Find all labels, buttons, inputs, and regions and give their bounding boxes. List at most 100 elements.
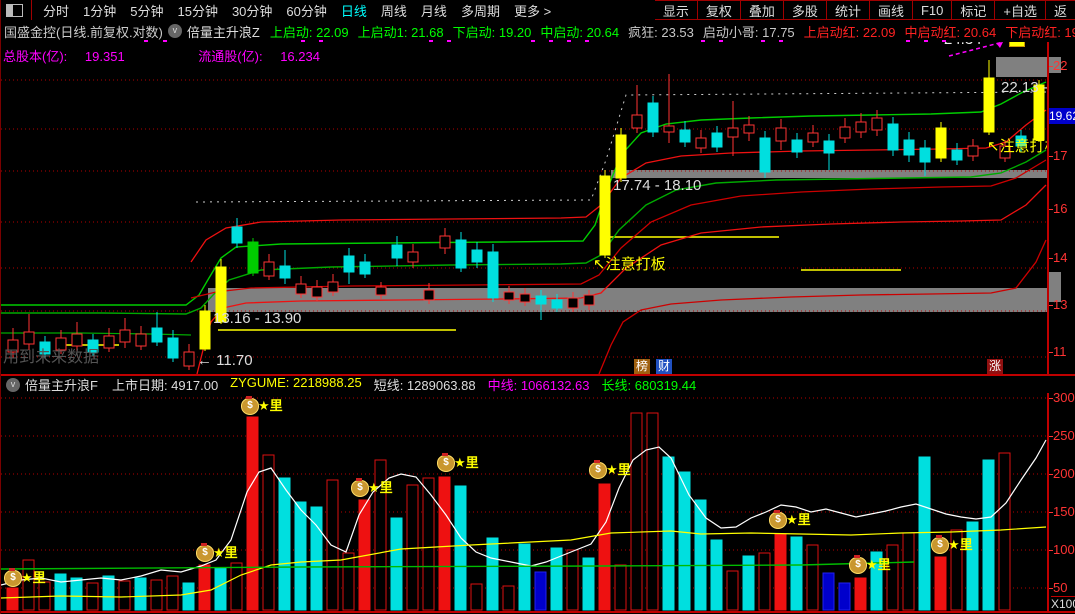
candlestick — [951, 149, 963, 161]
resistance-band — [996, 57, 1047, 77]
toolbar-button-统计[interactable]: 统计 — [825, 0, 870, 20]
money-bag-icon: $ — [769, 510, 787, 529]
candlestick — [423, 289, 435, 301]
toolbar-button-复权[interactable]: 复权 — [696, 0, 741, 20]
candlestick — [583, 294, 595, 306]
toolbar-button-+自选[interactable]: +自选 — [994, 0, 1046, 20]
volume-bar — [998, 452, 1011, 611]
channel-lower — [196, 184, 1047, 374]
main-candlestick-chart[interactable]: 24.34 22.13 - 2 17.74 - 18.10 13.16 - 13.90… — [1, 42, 1047, 374]
layout-pane-icon[interactable] — [6, 3, 23, 17]
candlestick — [215, 266, 227, 323]
volume-bar — [406, 484, 419, 611]
candlestick — [407, 251, 419, 263]
chart-annotation: 13.16 - 13.90 — [213, 310, 302, 327]
buy-signal-label: ★里 — [786, 512, 811, 527]
volume-axis-label: 100 — [1053, 542, 1075, 557]
money-bag-icon: $ — [196, 543, 214, 562]
candlestick — [23, 331, 35, 345]
menu-item-分时[interactable]: 分时 — [43, 3, 70, 19]
volume-axis-label: 300 — [1053, 393, 1075, 405]
volume-bar — [22, 559, 35, 611]
buy-signal-label: ★里 — [213, 545, 238, 560]
axis-tick — [1049, 258, 1053, 259]
candlestick — [679, 129, 691, 143]
candlestick — [967, 145, 979, 157]
candlestick — [759, 137, 771, 173]
indicator-info-bar: 国盛金控(日线.前复权.对数) v 倍量主升浪Z 上启动: 22.09 上启动1:… — [1, 20, 1075, 42]
marker-arrow — [948, 42, 1004, 57]
volume-bar — [630, 412, 643, 611]
sub-indicator-header: v 倍量主升浪F 上市日期: 4917.00 ZYGUME: 2218988.25… — [1, 376, 1075, 393]
menu-item-5分钟[interactable]: 5分钟 — [130, 3, 164, 19]
candlestick — [487, 251, 499, 299]
menu-item-月线[interactable]: 月线 — [420, 3, 447, 19]
volume-axis-label: 50 — [1053, 580, 1068, 595]
toolbar-button-叠加[interactable]: 叠加 — [739, 0, 784, 20]
buy-signal-label: ★里 — [606, 462, 631, 477]
price-axis-label: 17 — [1053, 148, 1068, 163]
candlestick — [647, 102, 659, 133]
toolbar-button-F10[interactable]: F10 — [911, 0, 953, 20]
money-bag-icon: $ — [4, 568, 22, 587]
share-capital-row: 总股本(亿): 19.351 流通股(亿): 16.234 — [3, 46, 320, 65]
volume-bar — [70, 577, 83, 611]
candlestick — [999, 145, 1011, 159]
menu-item-60分钟[interactable]: 60分钟 — [286, 3, 327, 19]
candlestick — [599, 175, 611, 256]
buy-signal-label: ★里 — [368, 480, 393, 495]
candlestick — [135, 333, 147, 347]
candlestick — [551, 299, 563, 309]
menu-item-多周期[interactable]: 多周期 — [460, 3, 500, 19]
flag-marker-icon — [1009, 42, 1025, 47]
price-axis-label: 22 — [1053, 58, 1068, 73]
menu-item-30分钟[interactable]: 30分钟 — [231, 3, 273, 19]
axis-tick — [1049, 512, 1053, 513]
panel-divider[interactable] — [1, 374, 1075, 376]
chart-annotation: ← 11.70 — [197, 352, 253, 369]
volume-bar — [886, 544, 899, 611]
toolbar-button-显示[interactable]: 显示 — [654, 0, 698, 20]
toolbar-button-画线[interactable]: 画线 — [868, 0, 913, 20]
sub-field: 上市日期: 4917.00 — [111, 378, 219, 393]
volume-bar — [230, 562, 243, 611]
volume-bar — [518, 543, 531, 611]
volume-bar — [678, 471, 691, 611]
toolbar-button-标记[interactable]: 标记 — [951, 0, 996, 20]
volume-indicator-chart[interactable]: $ ★里 $ ★里 $ ★里 $ ★里 $ ★里 $ ★里 $ ★里 $ ★里 $ ★里 — [1, 393, 1047, 612]
volume-bar — [326, 479, 339, 611]
toolbar-button-返[interactable]: 返 — [1044, 0, 1075, 20]
candlestick — [391, 244, 403, 259]
money-bag-icon: $ — [931, 535, 949, 554]
menu-item-1分钟[interactable]: 1分钟 — [83, 3, 117, 19]
candlestick — [87, 339, 99, 353]
volume-bar — [294, 501, 307, 611]
menu-separator — [31, 0, 32, 20]
candlestick — [775, 127, 787, 142]
menu-item-周线[interactable]: 周线 — [380, 3, 407, 19]
money-bag-icon: $ — [437, 453, 455, 472]
menu-item-15分钟[interactable]: 15分钟 — [177, 3, 218, 19]
candlestick — [263, 261, 275, 277]
axis-tick — [1049, 474, 1053, 475]
ma-green-fast — [1, 81, 1047, 306]
volume-bar — [454, 485, 467, 611]
chevron-down-icon[interactable]: v — [167, 24, 182, 38]
indicator-field: 上启动: 22.09 — [269, 24, 349, 40]
axis-tick — [1049, 209, 1053, 210]
price-axis-label: 11 — [1053, 344, 1067, 359]
menu-item-日线[interactable]: 日线 — [340, 3, 367, 19]
float-shares-label: 流通股(亿): — [198, 49, 263, 64]
indicator-field: 中启动红: 20.64 — [904, 24, 997, 40]
toolbar-button-多股[interactable]: 多股 — [782, 0, 827, 20]
volume-bar — [694, 499, 707, 611]
menu-item-更多 >[interactable]: 更多 > — [513, 3, 552, 19]
chevron-down-icon[interactable]: v — [6, 377, 20, 392]
volume-bar — [310, 506, 323, 611]
toolbar-buttons: 显示 复权 叠加 多股 统计 画线 F10 标记 +自选返 — [654, 0, 1075, 20]
sub-field: 中线: 1066132.63 — [487, 378, 590, 393]
volume-bar — [214, 567, 227, 611]
volume-bar — [502, 585, 515, 611]
total-shares-value: 19.351 — [84, 49, 125, 64]
